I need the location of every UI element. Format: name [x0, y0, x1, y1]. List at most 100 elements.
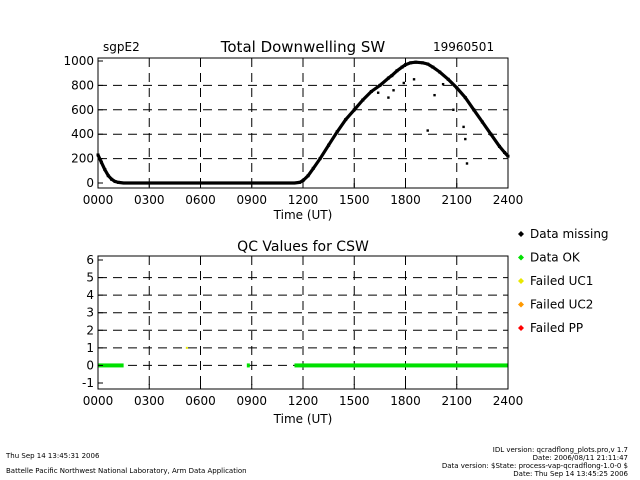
legend-label: Failed UC2 [530, 298, 593, 312]
qc-x-tick-label: 0900 [236, 394, 267, 408]
sw-data-point [301, 179, 305, 183]
legend-label: Data missing [530, 227, 609, 241]
sw-outlier-point [392, 89, 395, 92]
sw-data-point [292, 181, 296, 185]
sw-data-point [352, 108, 356, 112]
legend-marker-icon [518, 254, 524, 261]
legend-item: Failed UC2 [518, 298, 593, 312]
sw-data-point [318, 157, 322, 161]
sw-data-point [110, 177, 114, 181]
sw-data-point [400, 65, 404, 69]
sw-data-point [386, 76, 390, 80]
qc-y-tick-label: 1 [86, 341, 94, 355]
sw-data-point [298, 180, 302, 184]
sw-outlier-point [452, 108, 455, 111]
sw-outlier-point [387, 96, 390, 99]
sw-data-point [233, 181, 237, 185]
qc-y-tick-label: -1 [82, 376, 94, 390]
legend-marker-icon [518, 301, 524, 308]
sw-y-tick-label: 0 [86, 176, 94, 190]
sw-data-point [395, 69, 399, 73]
qc-gridlines [98, 256, 508, 389]
sw-data-point [122, 181, 126, 185]
sw-outlier-point [376, 91, 380, 94]
sw-outlier-point [462, 125, 465, 129]
qc-y-tick-label: 5 [86, 271, 94, 285]
sw-chart: sgpE2 Total Downwelling SW 19960501 0 200… [63, 38, 523, 222]
sw-data-point [369, 90, 373, 93]
sw-data-point [113, 180, 117, 184]
qc-chart-title: QC Values for CSW [237, 239, 369, 255]
qc-y-tick-label: 3 [86, 306, 94, 320]
sw-y-axis: 0 200 400 600 800 1000 [63, 54, 103, 190]
qc-data-points [98, 346, 508, 368]
sw-x-axis: 0000 0300 0600 0900 1200 1500 1800 2100 2400 [83, 183, 524, 207]
footer-run-date: Date: Thu Sep 14 13:45:25 2006 [513, 470, 628, 478]
qc-legend: Data missing Data OK Failed UC1 Failed UC2 F… [518, 227, 609, 335]
sw-gridlines [98, 58, 508, 188]
qc-x-tick-label: 0000 [83, 394, 114, 408]
legend-label: Failed UC1 [530, 274, 593, 288]
sw-outlier-point [426, 129, 429, 132]
sw-data-point [99, 160, 103, 164]
sw-x-tick-label: 2400 [493, 193, 524, 207]
sw-data-point [164, 181, 168, 185]
sw-data-point [431, 65, 435, 69]
qc-y-tick-label: 4 [86, 288, 94, 302]
sw-data-point [438, 70, 442, 74]
sw-data-point [327, 143, 331, 147]
date-label: 19960501 [433, 40, 494, 54]
sw-outlier-point [402, 81, 405, 85]
sw-data-point [117, 180, 120, 184]
qc-x-tick-label: 2100 [441, 394, 472, 408]
sw-data-point [414, 60, 418, 64]
footer-date: Date: 2006/08/11 21:11:47 [532, 454, 628, 462]
qc-y-axis: -1 0 1 2 3 4 5 6 [82, 253, 103, 390]
legend-label: Data OK [530, 251, 581, 265]
qc-uc1-point [185, 346, 188, 349]
sw-data-point [390, 74, 394, 78]
sw-data-point [446, 77, 450, 81]
footer-idl-version: IDL version: qcradflong_plots.pro,v 1.7 [492, 446, 628, 454]
sw-data-point [503, 151, 507, 154]
sw-x-tick-label: 2100 [441, 193, 472, 207]
sw-y-tick-label: 1000 [63, 54, 94, 68]
qc-x-tick-label: 0300 [134, 394, 165, 408]
sw-x-tick-label: 0300 [134, 193, 165, 207]
legend-label: Failed PP [530, 321, 583, 335]
footer-data-version: Data version: $State: process-vap-qcradf… [441, 462, 628, 470]
sw-x-tick-label: 1800 [390, 193, 421, 207]
sw-data-point [480, 120, 484, 124]
sw-y-tick-label: 400 [71, 127, 94, 141]
legend-marker-icon [518, 325, 524, 331]
legend-item: Data OK [518, 251, 581, 265]
sw-x-tick-label: 1500 [339, 193, 370, 207]
qc-ok-segment [98, 363, 124, 368]
legend-marker-icon [518, 231, 524, 237]
sw-x-tick-label: 0000 [83, 193, 114, 207]
sw-data-point [106, 174, 110, 178]
qc-ok-segment [294, 363, 508, 368]
sw-outlier-point [433, 93, 436, 97]
sw-data-point [497, 144, 501, 148]
qc-y-tick-label: 2 [86, 323, 94, 337]
sw-outlier-point [465, 162, 469, 165]
sw-y-tick-label: 600 [71, 103, 94, 117]
legend-item: Failed PP [518, 321, 583, 335]
legend-item: Failed UC1 [518, 274, 593, 288]
sw-x-tick-label: 1200 [288, 193, 319, 207]
sw-data-point [103, 168, 107, 172]
sw-x-tick-label: 0600 [185, 193, 216, 207]
qc-x-tick-label: 1800 [390, 394, 421, 408]
qc-x-tick-label: 2400 [493, 394, 524, 408]
sw-data-point [130, 181, 134, 185]
sw-series-line [96, 60, 510, 185]
qc-x-tick-label: 1500 [339, 394, 370, 408]
sw-data-point [463, 96, 467, 100]
sw-data-point [455, 86, 459, 90]
sw-outlier-point [412, 78, 416, 81]
sw-x-axis-label: Time (UT) [273, 208, 333, 222]
chart-title: Total Downwelling SW [220, 38, 386, 56]
sw-data-point [378, 83, 382, 87]
